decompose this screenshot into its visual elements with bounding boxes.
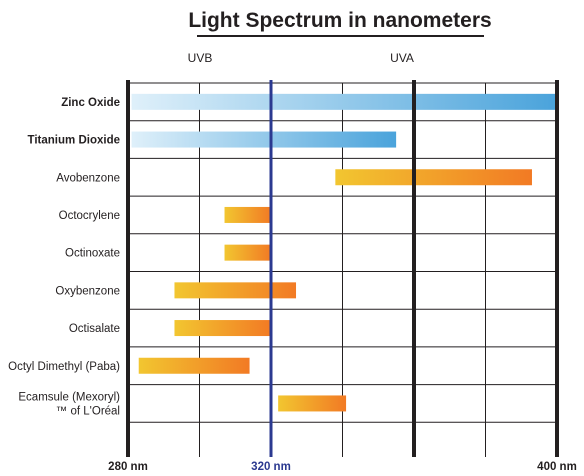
x-tick-labels: 280 nm 320 nm 400 nm bbox=[108, 461, 577, 473]
x-tick-label: 400 nm bbox=[537, 461, 577, 473]
range-bar bbox=[131, 131, 397, 148]
range-bars bbox=[131, 93, 557, 412]
row-label: Zinc Oxide bbox=[61, 97, 120, 109]
x-tick-label: 320 nm bbox=[251, 461, 291, 473]
row-label: Octyl Dimethyl (Paba) bbox=[8, 361, 120, 373]
row-label: Octocrylene bbox=[59, 210, 120, 222]
range-bar bbox=[224, 206, 271, 223]
range-bar bbox=[174, 320, 271, 337]
row-label: Avobenzone bbox=[56, 172, 120, 184]
row-label: Octinoxate bbox=[65, 248, 120, 260]
range-bar bbox=[278, 395, 347, 412]
row-label: Octisalate bbox=[69, 323, 120, 335]
range-bar bbox=[138, 357, 250, 374]
range-bar bbox=[335, 169, 532, 186]
row-label: Ecamsule (Mexoryl) ™ of L'Oréal bbox=[18, 391, 120, 417]
range-bar bbox=[131, 93, 557, 110]
row-labels: Zinc Oxide Titanium Dioxide Avobenzone Octo… bbox=[8, 97, 120, 418]
band-label-uvb: UVB bbox=[188, 51, 213, 65]
band-label-uva: UVA bbox=[390, 51, 414, 65]
chart-title: Light Spectrum in nanometers bbox=[188, 9, 491, 32]
major-lines bbox=[126, 80, 559, 457]
range-bar bbox=[174, 282, 297, 299]
range-bar bbox=[224, 244, 271, 261]
row-label: Oxybenzone bbox=[55, 285, 120, 297]
row-label: Titanium Dioxide bbox=[28, 135, 120, 147]
x-tick-label: 280 nm bbox=[108, 461, 148, 473]
